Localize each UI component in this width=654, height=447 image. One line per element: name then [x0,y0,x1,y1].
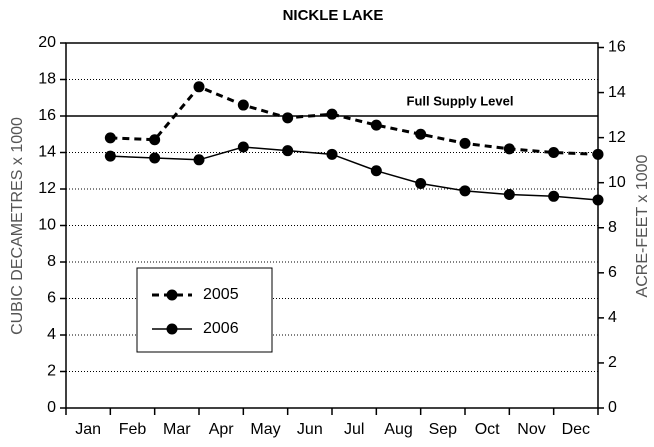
data-point [503,143,515,155]
y2-tick-label: 14 [608,84,626,101]
x-tick-label: Aug [384,421,412,438]
data-point [193,154,205,166]
y2-tick-label: 2 [608,354,617,371]
x-tick-label: Nov [517,421,545,438]
data-point [415,178,427,190]
y2-tick-label: 0 [608,399,617,416]
y-tick-label: 20 [38,34,56,51]
legend-label: 2005 [203,286,239,303]
data-point [503,188,515,200]
y-tick-label: 16 [38,107,56,124]
data-point [592,194,604,206]
series-line [110,84,599,156]
y2-tick-label: 16 [608,39,626,56]
data-point [237,141,249,153]
data-point [149,152,161,164]
data-point [548,190,560,202]
data-point [104,150,116,162]
x-tick-label: Jun [297,421,323,438]
x-tick-label: Feb [119,421,147,438]
y-tick-label: 12 [38,180,56,197]
data-point [326,108,338,120]
data-point [459,137,471,149]
data-point [282,145,294,157]
y-tick-label: 8 [47,253,56,270]
plot-frame [65,42,599,409]
x-tick-label: Jul [344,421,364,438]
reference-label: Full Supply Level [407,93,514,108]
data-point [370,119,382,131]
data-point [459,185,471,197]
data-point [592,148,604,160]
y2-tick-label: 4 [608,309,617,326]
data-point [149,134,161,146]
legend-label: 2006 [203,320,239,337]
y-tick-label: 14 [38,144,56,161]
data-point [104,132,116,144]
y-tick-label: 10 [38,217,56,234]
series-line [110,146,599,201]
x-tick-label: Dec [562,421,590,438]
y2-tick-label: 12 [608,129,626,146]
data-point [237,99,249,111]
legend-marker [166,323,178,335]
y2-axis-label: ACRE-FEET x 1000 [634,154,651,297]
x-tick-label: Mar [163,421,191,438]
x-tick-label: Jan [75,421,101,438]
x-tick-label: Sep [429,421,458,438]
legend-marker [166,289,178,301]
x-tick-label: Oct [475,421,500,438]
legend-box [136,267,273,353]
y2-tick-label: 8 [608,219,617,236]
data-point [548,147,560,158]
chart-title: NICKLE LAKE [283,7,384,24]
y-tick-label: 4 [47,326,56,343]
data-point [282,112,294,124]
y2-tick-label: 6 [608,264,617,281]
x-tick-label: Apr [209,421,235,438]
data-point [370,165,382,177]
y-tick-label: 2 [47,363,56,380]
y-tick-label: 18 [38,71,56,88]
data-point [326,148,338,160]
y2-tick-label: 10 [608,174,626,191]
y-tick-label: 6 [47,290,56,307]
y-axis-label: CUBIC DECAMETRES x 1000 [9,117,26,335]
y-tick-label: 0 [47,399,56,416]
x-tick-label: May [250,421,280,438]
data-point [415,128,427,140]
data-point [193,81,205,93]
